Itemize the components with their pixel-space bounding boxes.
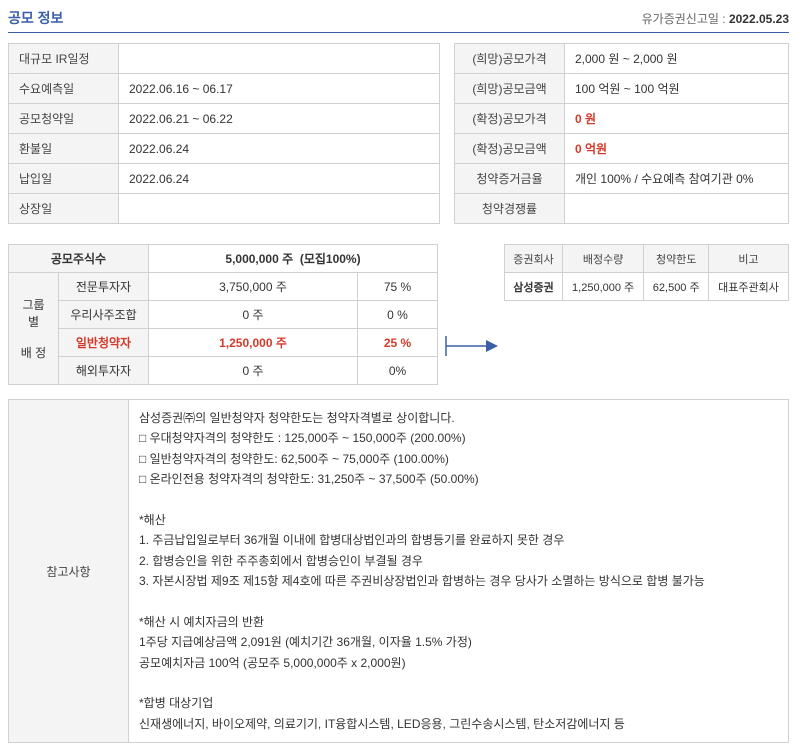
brokers-header-cell: 청약한도 <box>644 245 709 273</box>
offering-value: 0 억원 <box>565 134 789 164</box>
shares-total-value: 5,000,000 주 (모집100%) <box>149 245 438 273</box>
shares-category-label: 전문투자자 <box>59 273 149 301</box>
schedule-label: 공모청약일 <box>9 104 119 134</box>
offering-label: (확정)공모금액 <box>455 134 565 164</box>
offering-value: 2,000 원 ~ 2,000 원 <box>565 44 789 74</box>
schedule-row: 환불일2022.06.24 <box>9 134 440 164</box>
broker-alloc: 1,250,000 주 <box>562 273 643 301</box>
schedule-value: 2022.06.24 <box>119 164 440 194</box>
schedule-label: 수요예측일 <box>9 74 119 104</box>
schedule-label: 환불일 <box>9 134 119 164</box>
brokers-panel: 증권회사배정수량청약한도비고 삼성증권1,250,000 주62,500 주대표… <box>504 244 789 301</box>
offering-row: (확정)공모금액0 억원 <box>455 134 789 164</box>
broker-limit: 62,500 주 <box>644 273 709 301</box>
shares-category-label: 해외투자자 <box>59 357 149 385</box>
offering-label: (희망)공모가격 <box>455 44 565 74</box>
filing-date-value: 2022.05.23 <box>729 12 789 26</box>
schedule-table: 대규모 IR일정수요예측일2022.06.16 ~ 06.17공모청약일2022… <box>8 43 440 224</box>
shares-row: 일반청약자1,250,000 주25 % <box>9 329 438 357</box>
arrow-icon <box>444 334 498 358</box>
brokers-header-cell: 증권회사 <box>505 245 563 273</box>
shares-row: 해외투자자0 주0% <box>9 357 438 385</box>
filing-date: 유가증권신고일 : 2022.05.23 <box>642 10 789 27</box>
shares-category-label: 우리사주조합 <box>59 301 149 329</box>
offering-table: (희망)공모가격2,000 원 ~ 2,000 원(희망)공모금액100 억원 … <box>454 43 789 224</box>
shares-count: 0 주 <box>149 301 358 329</box>
shares-count: 1,250,000 주 <box>149 329 358 357</box>
notes-body: 삼성증권㈜의 일반청약자 청약한도는 청약자격별로 상이합니다. □ 우대청약자… <box>129 400 789 743</box>
shares-count: 3,750,000 주 <box>149 273 358 301</box>
schedule-row: 수요예측일2022.06.16 ~ 06.17 <box>9 74 440 104</box>
offering-row: (희망)공모가격2,000 원 ~ 2,000 원 <box>455 44 789 74</box>
schedule-value <box>119 44 440 74</box>
offering-label: 청약증거금율 <box>455 164 565 194</box>
shares-pct: 75 % <box>358 273 438 301</box>
offering-value: 개인 100% / 수요예측 참여기관 0% <box>565 164 789 194</box>
section-header: 공모 정보 유가증권신고일 : 2022.05.23 <box>8 8 789 33</box>
offering-value <box>565 194 789 224</box>
schedule-value: 2022.06.24 <box>119 134 440 164</box>
offering-row: 청약증거금율개인 100% / 수요예측 참여기관 0% <box>455 164 789 194</box>
notes-label: 참고사항 <box>9 400 129 743</box>
filing-date-label: 유가증권신고일 : <box>642 12 729 26</box>
schedule-panel: 대규모 IR일정수요예측일2022.06.16 ~ 06.17공모청약일2022… <box>8 43 440 224</box>
arrow-column <box>444 244 498 358</box>
offering-row: (희망)공모금액100 억원 ~ 100 억원 <box>455 74 789 104</box>
shares-row: 그룹별배 정전문투자자3,750,000 주75 % <box>9 273 438 301</box>
shares-panel: 공모주식수 5,000,000 주 (모집100%) 그룹별배 정전문투자자3,… <box>8 244 438 385</box>
shares-pct: 0 % <box>358 301 438 329</box>
schedule-value: 2022.06.21 ~ 06.22 <box>119 104 440 134</box>
shares-count: 0 주 <box>149 357 358 385</box>
brokers-header-cell: 비고 <box>709 245 789 273</box>
brokers-header-cell: 배정수량 <box>562 245 643 273</box>
brokers-row: 삼성증권1,250,000 주62,500 주대표주관회사 <box>505 273 789 301</box>
schedule-value: 2022.06.16 ~ 06.17 <box>119 74 440 104</box>
offering-label: (확정)공모가격 <box>455 104 565 134</box>
brokers-table: 증권회사배정수량청약한도비고 삼성증권1,250,000 주62,500 주대표… <box>504 244 789 301</box>
shares-total-ratio: (모집100%) <box>300 252 361 266</box>
shares-total-label: 공모주식수 <box>9 245 149 273</box>
section-title: 공모 정보 <box>8 8 63 28</box>
schedule-row: 공모청약일2022.06.21 ~ 06.22 <box>9 104 440 134</box>
offering-panel: (희망)공모가격2,000 원 ~ 2,000 원(희망)공모금액100 억원 … <box>454 43 789 224</box>
shares-pct: 25 % <box>358 329 438 357</box>
shares-row: 우리사주조합0 주0 % <box>9 301 438 329</box>
schedule-label: 상장일 <box>9 194 119 224</box>
offering-label: 청약경쟁률 <box>455 194 565 224</box>
shares-group-label: 그룹별배 정 <box>9 273 59 385</box>
offering-row: 청약경쟁률 <box>455 194 789 224</box>
schedule-value <box>119 194 440 224</box>
allocation-row: 공모주식수 5,000,000 주 (모집100%) 그룹별배 정전문투자자3,… <box>8 244 789 385</box>
top-tables: 대규모 IR일정수요예측일2022.06.16 ~ 06.17공모청약일2022… <box>8 43 789 224</box>
offering-value: 100 억원 ~ 100 억원 <box>565 74 789 104</box>
schedule-label: 납입일 <box>9 164 119 194</box>
shares-pct: 0% <box>358 357 438 385</box>
brokers-header-row: 증권회사배정수량청약한도비고 <box>505 245 789 273</box>
broker-firm: 삼성증권 <box>505 273 563 301</box>
notes-table: 참고사항 삼성증권㈜의 일반청약자 청약한도는 청약자격별로 상이합니다. □ … <box>8 399 789 743</box>
schedule-row: 상장일 <box>9 194 440 224</box>
broker-remark: 대표주관회사 <box>709 273 789 301</box>
schedule-label: 대규모 IR일정 <box>9 44 119 74</box>
shares-total-row: 공모주식수 5,000,000 주 (모집100%) <box>9 245 438 273</box>
schedule-row: 납입일2022.06.24 <box>9 164 440 194</box>
shares-total-count: 5,000,000 주 <box>225 252 293 266</box>
offering-label: (희망)공모금액 <box>455 74 565 104</box>
schedule-row: 대규모 IR일정 <box>9 44 440 74</box>
shares-table: 공모주식수 5,000,000 주 (모집100%) 그룹별배 정전문투자자3,… <box>8 244 438 385</box>
offering-value: 0 원 <box>565 104 789 134</box>
shares-category-label: 일반청약자 <box>59 329 149 357</box>
offering-row: (확정)공모가격0 원 <box>455 104 789 134</box>
